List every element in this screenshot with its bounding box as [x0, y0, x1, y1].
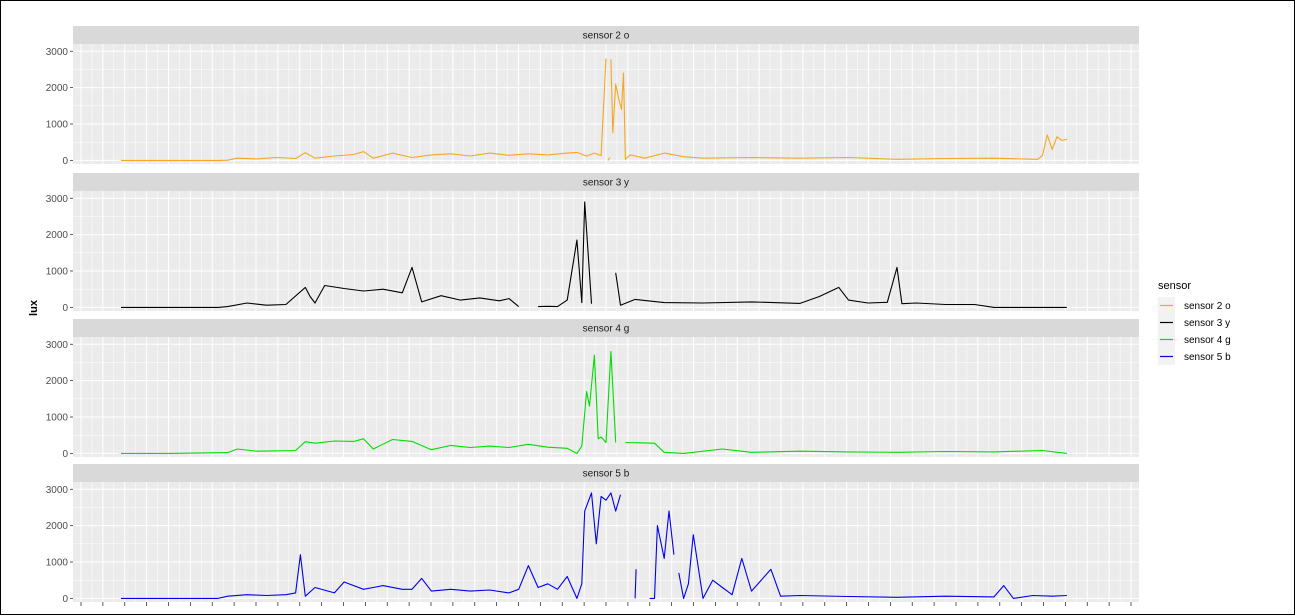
y-tick-label: 3000 [46, 340, 69, 351]
y-tick-label: 2000 [46, 376, 69, 387]
facet-strip [73, 319, 1139, 337]
y-tick-label: 1000 [46, 558, 69, 569]
y-tick-label: 1000 [46, 267, 69, 278]
series-line [634, 569, 637, 599]
y-tick-label: 0 [62, 594, 68, 605]
facet-strip [73, 464, 1139, 482]
series-line [649, 510, 675, 599]
series-line [625, 441, 1067, 454]
series-line [610, 59, 1067, 160]
facet-strip [73, 26, 1139, 44]
y-tick-label: 0 [62, 303, 68, 314]
y-axis-title: lux [28, 299, 40, 316]
y-tick-label: 0 [62, 449, 68, 460]
legend-title: sensor [1158, 280, 1191, 292]
series-line [121, 492, 622, 599]
series-line [121, 266, 520, 308]
y-tick-label: 3000 [46, 47, 69, 58]
y-tick-label: 3000 [46, 485, 69, 496]
y-tick-label: 2000 [46, 521, 69, 532]
y-tick-label: 2000 [46, 83, 69, 94]
y-tick-label: 2000 [46, 230, 69, 241]
facet-strip [73, 173, 1139, 191]
y-tick-label: 0 [62, 156, 68, 167]
legend-label: sensor 3 y [1184, 318, 1230, 329]
facet-strip-label: sensor 5 b [583, 469, 630, 480]
legend-label: sensor 5 b [1184, 352, 1231, 363]
y-tick-label: 1000 [46, 120, 69, 131]
series-line [121, 350, 617, 454]
y-tick-label: 3000 [46, 194, 69, 205]
facet-strip-label: sensor 3 y [583, 178, 629, 189]
series-line [538, 201, 593, 308]
legend-label: sensor 2 o [1184, 301, 1231, 312]
y-tick-label: 1000 [46, 413, 69, 424]
legend-label: sensor 4 g [1184, 335, 1231, 346]
series-line [607, 157, 611, 161]
series-line [678, 534, 1067, 599]
series-line [121, 58, 607, 161]
series-line [615, 266, 1067, 308]
facet-strip-label: sensor 2 o [583, 31, 630, 42]
facet-strip-label: sensor 4 g [583, 324, 630, 335]
